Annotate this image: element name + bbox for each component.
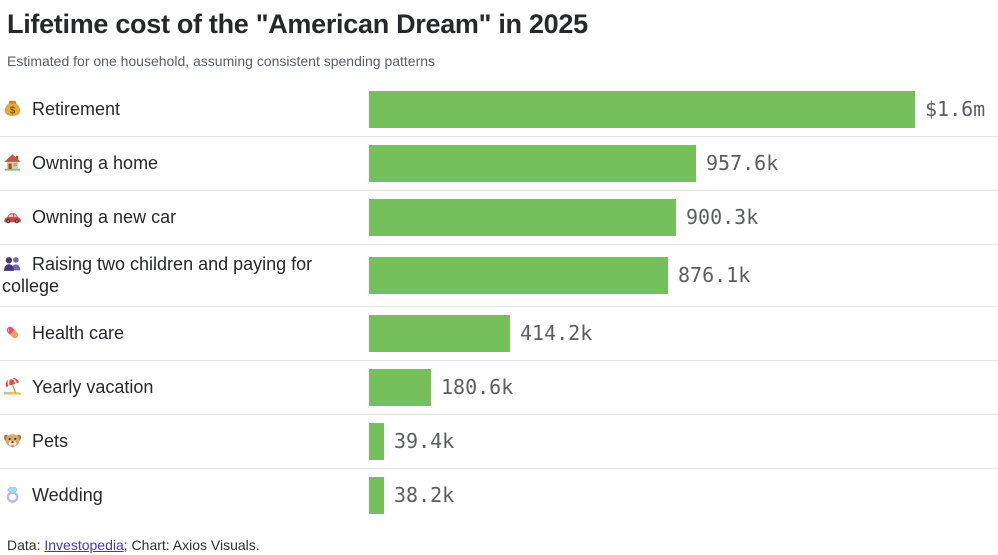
bar [369,422,384,460]
beach-umbrella-icon [2,376,23,397]
value-label: 876.1k [678,263,751,288]
pill-icon [2,322,23,343]
two-people-icon [2,253,23,274]
category-label: Wedding [0,484,361,507]
value-label: 414.2k [520,321,593,346]
bar [369,144,696,182]
bar [369,90,915,128]
bar-row: Wedding 38.2k [0,469,998,522]
footer: Data: Investopedia; Chart: Axios Visuals… [7,536,990,554]
money-bag-icon: $ [2,98,23,119]
category-label: Yearly vacation [0,376,361,399]
category-label: Owning a new car [0,206,361,229]
bar-row: Yearly vacation 180.6k [0,361,998,415]
dog-icon [2,430,23,451]
category-label-text: Wedding [32,485,103,506]
svg-text:$: $ [10,106,16,117]
investopedia-link[interactable]: Investopedia [44,536,124,553]
footer-suffix: ; Chart: Axios Visuals. [123,536,260,553]
bar-cell: 414.2k [369,314,998,352]
category-label: Owning a home [0,152,361,175]
category-label: Health care [0,322,361,345]
bar-row: Pets 39.4k [0,415,998,469]
category-label: Raising two children and paying for coll… [0,253,361,298]
car-icon [2,206,23,227]
value-label: 900.3k [686,205,759,230]
category-label-text: Owning a new car [32,207,177,228]
value-label: 180.6k [441,375,514,400]
category-label-text: Yearly vacation [32,377,154,398]
bar [369,256,668,294]
footer-data-prefix: Data: [7,536,45,553]
category-label-text: Owning a home [32,153,159,174]
value-label: 38.2k [394,483,455,508]
bar-cell: $1.6m [369,90,998,128]
category-label-text: Raising two children and paying for coll… [2,253,313,297]
page-title: Lifetime cost of the "American Dream" in… [7,9,588,39]
bar-row: Raising two children and paying for coll… [0,245,998,307]
ring-icon [2,484,23,505]
category-label: Pets [0,430,361,453]
bar-row: Owning a new car 900.3k [0,191,998,245]
category-label-text: Health care [32,323,125,344]
bar-row: Owning a home 957.6k [0,137,998,191]
bar-cell: 38.2k [369,476,998,514]
value-label: 39.4k [394,429,455,454]
bar-cell: 39.4k [369,422,998,460]
category-label-text: Retirement [32,99,121,120]
category-label: $ Retirement [0,98,361,121]
category-label-text: Pets [32,431,69,452]
bar [369,368,431,406]
bar-row: Health care 414.2k [0,307,998,361]
bar-cell: 876.1k [369,256,998,294]
bar-row: $ Retirement $1.6m [0,83,998,137]
bar-cell: 180.6k [369,368,998,406]
bar [369,314,510,352]
house-icon [2,152,23,173]
bar [369,476,384,514]
bar-chart: $ Retirement $1.6m Owning a home 957.6k O… [0,83,998,522]
page-subtitle: Estimated for one household, assuming co… [7,52,436,69]
bar-cell: 900.3k [369,198,998,236]
value-label: $1.6m [925,97,986,122]
bar-cell: 957.6k [369,144,998,182]
bar [369,198,676,236]
value-label: 957.6k [706,151,779,176]
